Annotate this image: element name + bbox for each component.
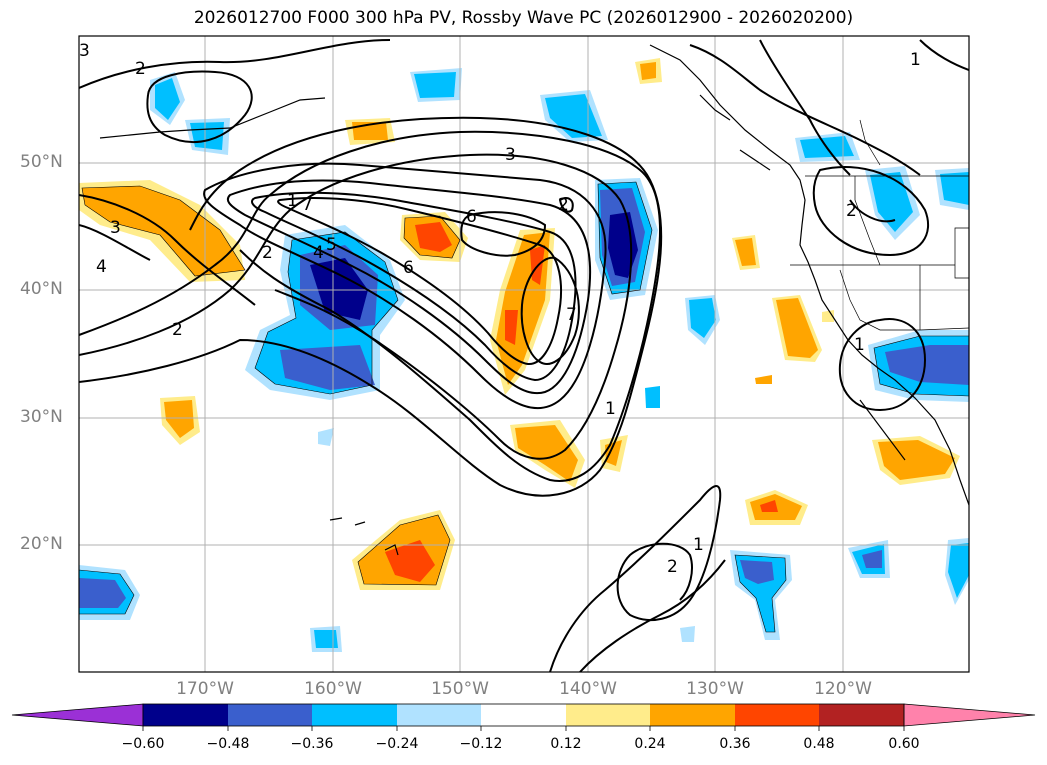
lon-label: 130°W (686, 679, 744, 699)
contour-label: 1 (287, 191, 298, 211)
lon-label: 140°W (559, 679, 617, 699)
contour-label: 2 (667, 557, 678, 577)
contour-label: 2 (262, 243, 273, 263)
graticule (79, 36, 969, 672)
contour-label: 6 (403, 258, 414, 278)
colorbar-segment (143, 704, 228, 726)
contour-label: 2 (135, 59, 146, 79)
lon-label: 150°W (431, 679, 489, 699)
colorbar-tick-label: 0.48 (803, 736, 835, 752)
map-area: 3 2 1 2 3 4 2 2 3 4 5 7 6 6 7 1 2 1 2 1 … (79, 36, 969, 672)
colorbar-tick-label: −0.24 (375, 736, 419, 752)
colorbar-tick-label: −0.60 (121, 736, 165, 752)
contour-label: 4 (96, 257, 107, 277)
lat-label: 40°N (20, 279, 63, 299)
colorbar-extend-high (903, 703, 1036, 727)
map-frame (78, 35, 970, 673)
lat-label: 30°N (20, 407, 63, 427)
colorbar-extend-low (11, 703, 144, 727)
colorbar-segment (566, 704, 650, 726)
contour-label: 3 (505, 145, 516, 165)
colorbar-outline (142, 703, 905, 727)
contour-label: 2 (172, 320, 183, 340)
colorbar-tick-label: −0.12 (459, 736, 503, 752)
coastlines (99, 44, 969, 556)
contour-label: 1 (910, 50, 921, 70)
colorbar-segment (481, 704, 566, 726)
contour-label: 1 (854, 335, 865, 355)
colorbar-tick-label: 0.36 (719, 736, 751, 752)
contour-label: 2 (558, 195, 569, 215)
contour-label: 4 (313, 243, 324, 263)
colorbar-tick-label: 0.24 (634, 736, 666, 752)
colorbar (11, 703, 1036, 731)
contour-label: 7 (302, 195, 313, 215)
colorbar-tick-label: 0.60 (888, 736, 920, 752)
contour-label: 1 (605, 399, 616, 419)
contour-label: 3 (110, 218, 121, 238)
map-title: 2026012700 F000 300 hPa PV, Rossby Wave … (193, 8, 854, 28)
colorbar-segment (228, 704, 312, 726)
contour-label: 1 (693, 535, 704, 555)
shading-outlines (79, 181, 969, 633)
lat-label: 50°N (20, 152, 63, 172)
contour-label: 5 (326, 235, 337, 255)
lon-label: 160°W (304, 679, 362, 699)
contour-label: 6 (466, 207, 477, 227)
contour-label: 3 (79, 41, 90, 61)
colorbar-segment (819, 704, 904, 726)
colorbar-tick-label: −0.36 (290, 736, 334, 752)
lon-label: 120°W (814, 679, 872, 699)
contour-label: 7 (566, 305, 577, 325)
colorbar-segment (397, 704, 481, 726)
colorbar-segment (312, 704, 397, 726)
pv-contours (79, 39, 969, 672)
colorbar-tick-label: 0.12 (550, 736, 582, 752)
contour-labels: 3 2 1 2 3 4 2 2 3 4 5 7 6 6 7 1 2 1 2 1 … (79, 41, 921, 577)
colorbar-segment (735, 704, 819, 726)
contour-label: 2 (846, 201, 857, 221)
colorbar-segment (650, 704, 735, 726)
lon-label: 170°W (176, 679, 234, 699)
negative-pc-shading (79, 68, 969, 652)
lat-label: 20°N (20, 534, 63, 554)
colorbar-tick-label: −0.48 (206, 736, 250, 752)
